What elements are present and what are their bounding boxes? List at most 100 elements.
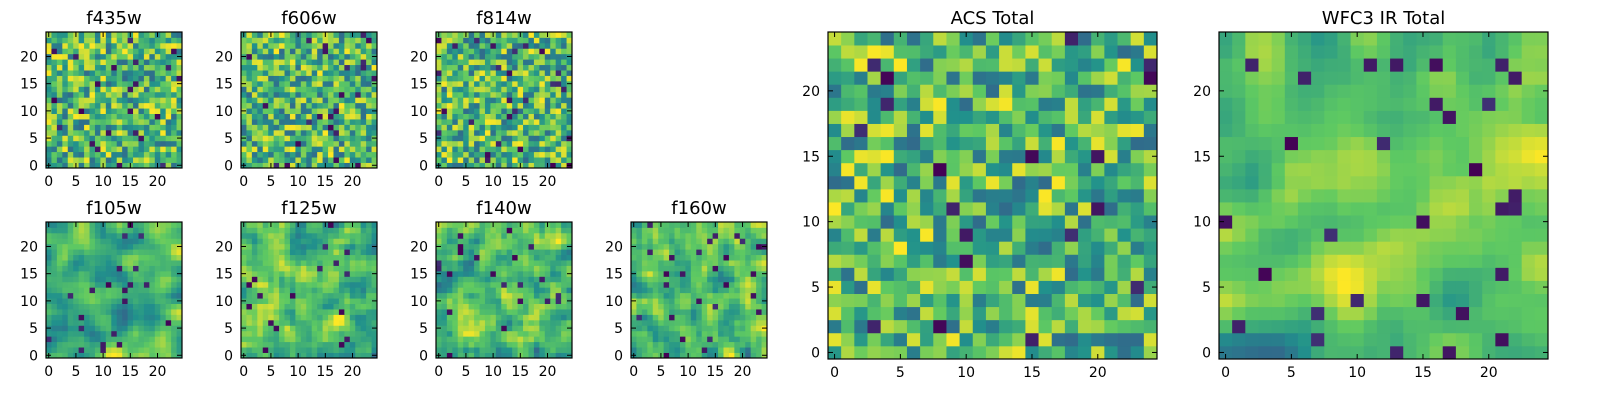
heatmap-cell — [1104, 345, 1118, 360]
heatmap-cell — [268, 341, 275, 348]
heatmap-cell — [658, 238, 665, 245]
heatmap-cell — [160, 265, 167, 272]
heatmap-cell — [523, 157, 529, 163]
heatmap-cell — [463, 232, 470, 239]
heatmap-cell — [171, 102, 177, 109]
heatmap-cell — [56, 325, 63, 332]
x-tick-label: 10 — [289, 364, 307, 380]
heatmap-cell — [344, 42, 351, 49]
heatmap-cell — [457, 86, 464, 93]
heatmap-cell — [723, 270, 730, 277]
heatmap-cell — [512, 108, 518, 114]
heatmap-cell — [1012, 319, 1026, 334]
heatmap-cell — [317, 108, 323, 114]
heatmap-cell — [452, 287, 459, 294]
heatmap-cell — [268, 135, 275, 142]
heatmap-cell — [311, 309, 318, 315]
heatmap-cell — [268, 91, 275, 98]
heatmap-cell — [306, 97, 313, 104]
heatmap-cell — [463, 281, 470, 288]
heatmap-cell — [127, 303, 134, 310]
heatmap-cell — [300, 42, 307, 49]
heatmap-cell — [262, 314, 269, 321]
heatmap-cell — [295, 80, 302, 87]
heatmap-cell — [728, 347, 735, 353]
heatmap-cell — [566, 64, 573, 71]
heatmap-cell — [647, 222, 654, 228]
heatmap-cell — [46, 281, 52, 288]
heatmap-cell — [289, 222, 296, 228]
heatmap-cell — [631, 292, 637, 299]
heatmap-cell — [441, 298, 448, 304]
heatmap-cell — [251, 341, 258, 348]
heatmap-cell — [51, 347, 58, 353]
heatmap-cell — [517, 227, 524, 234]
heatmap-cell — [67, 281, 74, 288]
heatmap-cell — [56, 113, 63, 120]
heatmap-cell — [289, 270, 296, 277]
heatmap-cell — [517, 86, 524, 93]
heatmap-cell — [841, 267, 855, 281]
heatmap-cell — [56, 287, 63, 294]
heatmap-cell — [46, 249, 52, 256]
heatmap-cell — [441, 32, 448, 38]
heatmap-cell — [690, 309, 697, 315]
heatmap-cell — [999, 306, 1013, 321]
heatmap-cell — [257, 97, 264, 104]
heatmap-cell — [468, 91, 475, 98]
heatmap-cell — [745, 232, 752, 239]
heatmap-cell — [533, 70, 540, 76]
y-tick-label: 5 — [29, 321, 38, 337]
y-tick-label: 10 — [215, 294, 233, 310]
heatmap-cell — [533, 319, 540, 326]
heatmap-cell — [322, 249, 329, 256]
heatmap-cell — [533, 124, 540, 131]
heatmap-cell — [501, 119, 508, 125]
heatmap-cell — [669, 232, 675, 239]
heatmap-cell — [349, 75, 356, 82]
heatmap-cell — [739, 330, 746, 337]
heatmap-cell — [349, 124, 356, 131]
heatmap-cell — [56, 70, 63, 76]
heatmap-cell — [484, 281, 491, 288]
heatmap-cell — [246, 330, 253, 337]
heatmap-cell — [1012, 332, 1026, 347]
heatmap-cell — [495, 135, 502, 142]
heatmap-cell — [463, 59, 470, 66]
heatmap-cell — [160, 102, 167, 109]
heatmap-cell — [295, 243, 302, 250]
heatmap-cell — [46, 37, 52, 44]
heatmap-cell — [289, 298, 296, 304]
heatmap-cell — [111, 281, 118, 288]
heatmap-cell — [690, 243, 697, 250]
heatmap-cell — [474, 75, 480, 82]
heatmap-cell — [761, 254, 768, 261]
heatmap-cell — [707, 330, 713, 337]
heatmap-cell — [555, 162, 562, 169]
heatmap-cell — [371, 97, 378, 104]
heatmap-cell — [479, 32, 486, 38]
heatmap-cell — [94, 32, 101, 38]
heatmap-cell — [880, 149, 895, 164]
heatmap-cell — [679, 325, 686, 332]
heatmap-cell — [138, 162, 145, 169]
heatmap-cell — [479, 42, 486, 49]
heatmap-cell — [484, 32, 491, 38]
heatmap-cell — [279, 162, 285, 169]
heatmap-cell — [756, 319, 762, 326]
heatmap-cell — [138, 42, 145, 49]
heatmap-cell — [490, 314, 497, 321]
heatmap-cell — [495, 146, 502, 153]
heatmap-cell — [62, 287, 69, 294]
heatmap-cell — [544, 265, 551, 272]
heatmap-cell — [51, 341, 58, 348]
heatmap-cell — [105, 146, 112, 153]
heatmap-cell — [251, 97, 258, 104]
heatmap-cell — [636, 265, 643, 272]
heatmap-cell — [257, 80, 264, 87]
heatmap-cell — [300, 330, 307, 337]
heatmap-cell — [127, 287, 134, 294]
heatmap-cell — [366, 309, 372, 315]
heatmap-cell — [176, 249, 183, 256]
heatmap-cell — [1130, 293, 1145, 308]
